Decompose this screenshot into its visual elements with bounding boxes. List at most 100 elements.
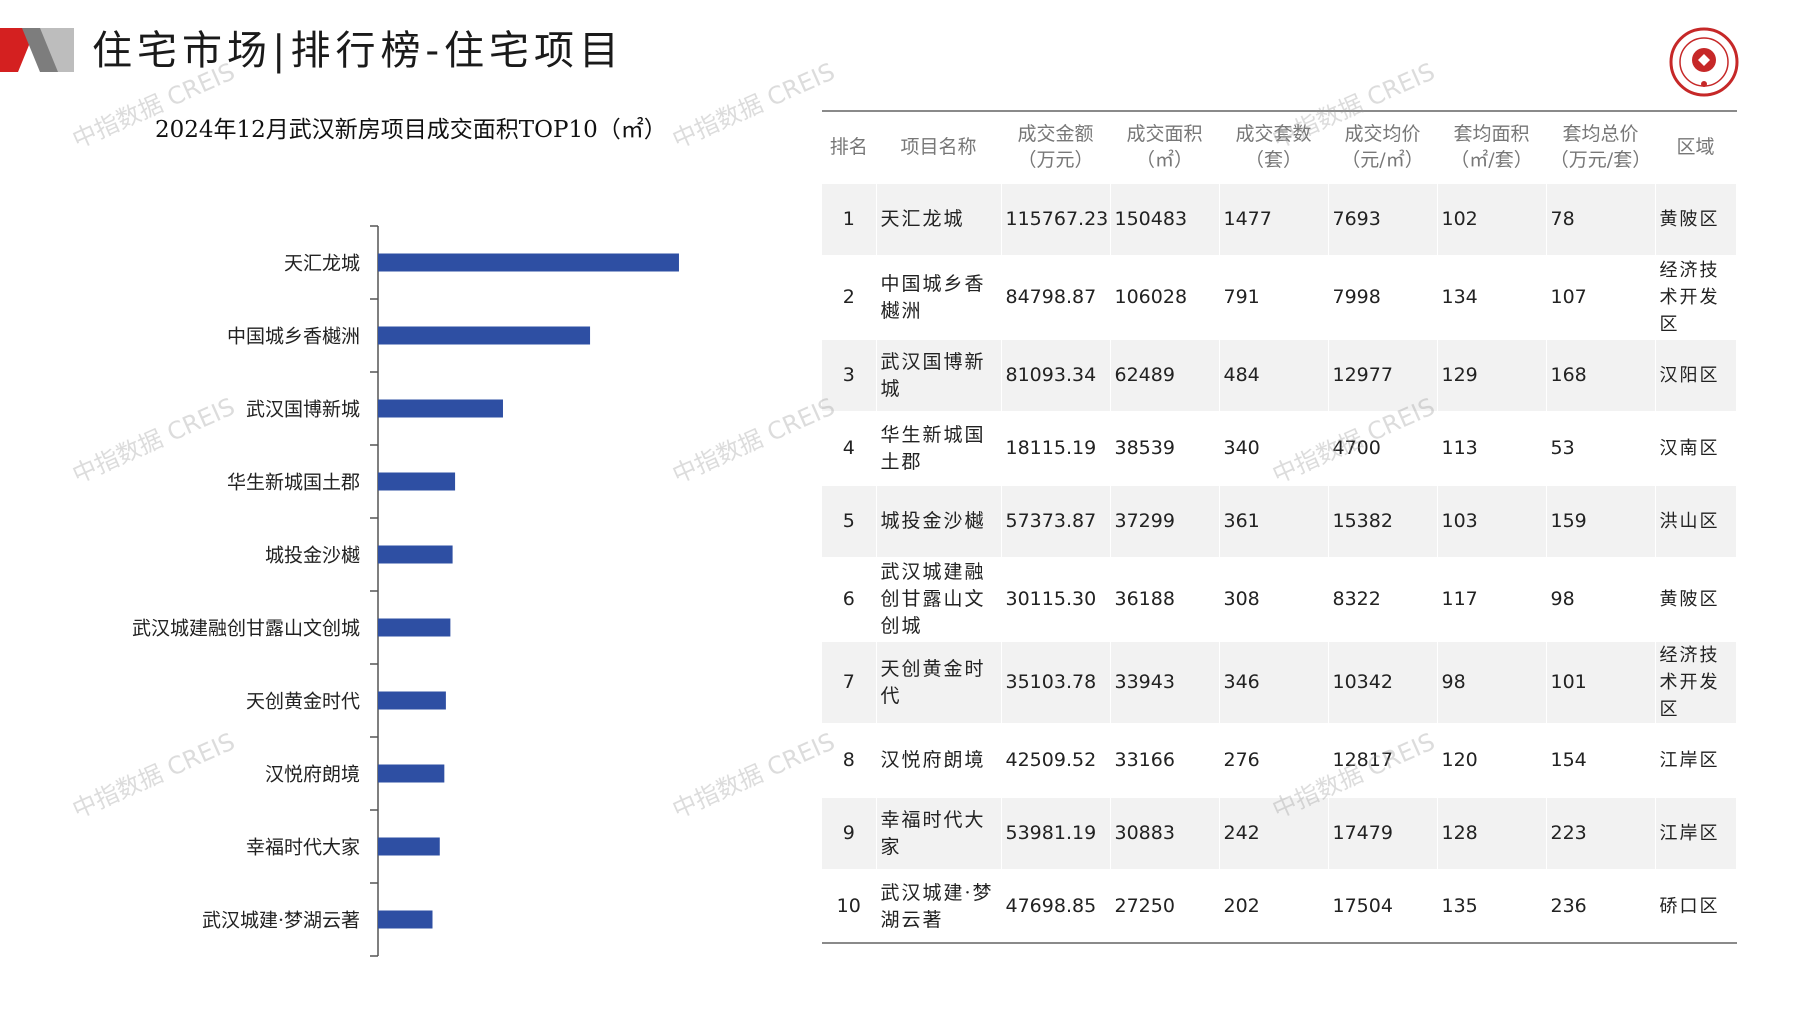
table-cell: 35103.78	[1001, 640, 1111, 724]
column-header: 排名	[822, 111, 877, 183]
bar	[378, 618, 451, 637]
table-row: 4 华生新城国土郡 18115.19 38539 340 4700 113 53 汉南区	[822, 411, 1737, 485]
category-label: 幸福时代大家	[246, 837, 360, 859]
table-header: 排名 项目名称 成交金额（万元） 成交面积（㎡） 成交套数（套） 成交均价（元/㎡） 套均面…	[822, 111, 1737, 183]
bar-chart: 天汇龙城中国城乡香樾洲武汉国博新城华生新城国土郡城投金沙樾武汉城建融创甘露山文创…	[132, 225, 679, 957]
table-cell: 168	[1546, 338, 1656, 412]
category-label: 城投金沙樾	[265, 545, 360, 567]
category-label: 天汇龙城	[284, 253, 360, 275]
bar	[378, 472, 456, 491]
brand-logo-shapes	[0, 28, 74, 72]
bar	[378, 837, 440, 856]
column-header: 成交面积（㎡）	[1110, 111, 1220, 183]
table-cell: 城投金沙樾	[876, 484, 1002, 558]
bar	[378, 764, 445, 783]
column-header: 成交金额（万元）	[1001, 111, 1111, 183]
table-cell: 武汉城建·梦湖云著	[876, 869, 1002, 943]
table-cell: 天创黄金时代	[876, 640, 1002, 724]
table-cell: 10342	[1328, 640, 1438, 724]
table-cell: 7693	[1328, 182, 1438, 256]
category-label: 汉悦府朗境	[265, 764, 360, 786]
table-cell: 33166	[1110, 723, 1220, 797]
table-cell: 242	[1219, 796, 1329, 870]
watermark: 中指数据 CREIS	[668, 57, 840, 155]
table-row: 7 天创黄金时代 35103.78 33943 346 10342 98 101 经济技术开发区	[822, 640, 1737, 724]
table-cell: 江岸区	[1655, 796, 1737, 870]
table-cell: 华生新城国土郡	[876, 411, 1002, 485]
column-header: 项目名称	[876, 111, 1002, 183]
table-cell: 4	[822, 411, 877, 485]
category-label: 中国城乡香樾洲	[227, 326, 360, 348]
table-row: 3 武汉国博新城 81093.34 62489 484 12977 129 168 汉阳区	[822, 338, 1737, 412]
table-cell: 洪山区	[1655, 484, 1737, 558]
table-header-row: 排名 项目名称 成交金额（万元） 成交面积（㎡） 成交套数（套） 成交均价（元/㎡） 套均面…	[822, 111, 1737, 183]
category-label: 武汉城建融创甘露山文创城	[132, 618, 360, 640]
table-cell: 154	[1546, 723, 1656, 797]
table-cell: 47698.85	[1001, 869, 1111, 943]
table-cell: 5	[822, 484, 877, 558]
chart-title: 2024年12月武汉新房项目成交面积TOP10（㎡）	[155, 117, 667, 143]
table-cell: 78	[1546, 182, 1656, 256]
table-cell: 7	[822, 640, 877, 724]
table-cell: 106028	[1110, 255, 1220, 339]
table-cell: 1477	[1219, 182, 1329, 256]
bar	[378, 545, 453, 564]
table-cell: 38539	[1110, 411, 1220, 485]
table-cell: 汉南区	[1655, 411, 1737, 485]
bar	[378, 691, 446, 710]
table-cell: 308	[1219, 557, 1329, 641]
table-cell: 经济技术开发区	[1655, 640, 1737, 724]
table-cell: 30115.30	[1001, 557, 1111, 641]
bar	[378, 399, 503, 418]
table-cell: 53981.19	[1001, 796, 1111, 870]
table-cell: 33943	[1110, 640, 1220, 724]
ranking-table-container: 排名 项目名称 成交金额（万元） 成交面积（㎡） 成交套数（套） 成交均价（元/㎡） 套均面…	[822, 110, 1737, 944]
table-cell: 10	[822, 869, 877, 943]
table-cell: 15382	[1328, 484, 1438, 558]
table-cell: 236	[1546, 869, 1656, 943]
table-cell: 128	[1437, 796, 1547, 870]
table-cell: 4700	[1328, 411, 1438, 485]
table-cell: 346	[1219, 640, 1329, 724]
table-cell: 9	[822, 796, 877, 870]
table-cell: 101	[1546, 640, 1656, 724]
table-cell: 276	[1219, 723, 1329, 797]
table-cell: 12817	[1328, 723, 1438, 797]
table-cell: 98	[1546, 557, 1656, 641]
table-cell: 53	[1546, 411, 1656, 485]
column-header: 成交套数（套）	[1219, 111, 1329, 183]
table-cell: 7998	[1328, 255, 1438, 339]
table-cell: 武汉城建融创甘露山文创城	[876, 557, 1002, 641]
table-cell: 42509.52	[1001, 723, 1111, 797]
table-cell: 汉悦府朗境	[876, 723, 1002, 797]
bar	[378, 253, 679, 272]
table-cell: 12977	[1328, 338, 1438, 412]
table-cell: 18115.19	[1001, 411, 1111, 485]
table-row: 8 汉悦府朗境 42509.52 33166 276 12817 120 154 江岸区	[822, 723, 1737, 797]
column-header: 成交均价（元/㎡）	[1328, 111, 1438, 183]
table-cell: 8322	[1328, 557, 1438, 641]
table-cell: 117	[1437, 557, 1547, 641]
table-cell: 81093.34	[1001, 338, 1111, 412]
table-row: 6 武汉城建融创甘露山文创城 30115.30 36188 308 8322 117 98 黄陂…	[822, 557, 1737, 641]
table-cell: 幸福时代大家	[876, 796, 1002, 870]
table-body: 1 天汇龙城 115767.23 150483 1477 7693 102 78 黄陂区 2 中国城…	[822, 182, 1737, 943]
table-cell: 17504	[1328, 869, 1438, 943]
bar	[378, 910, 433, 929]
table-cell: 36188	[1110, 557, 1220, 641]
table-cell: 汉阳区	[1655, 338, 1737, 412]
table-cell: 武汉国博新城	[876, 338, 1002, 412]
table-cell: 113	[1437, 411, 1547, 485]
table-cell: 经济技术开发区	[1655, 255, 1737, 339]
column-header: 套均面积（㎡/套）	[1437, 111, 1547, 183]
table-cell: 2	[822, 255, 877, 339]
table-cell: 103	[1437, 484, 1547, 558]
table-cell: 135	[1437, 869, 1547, 943]
table-cell: 150483	[1110, 182, 1220, 256]
table-cell: 3	[822, 338, 877, 412]
table-row: 1 天汇龙城 115767.23 150483 1477 7693 102 78 黄陂区	[822, 182, 1737, 256]
table-cell: 硚口区	[1655, 869, 1737, 943]
table-cell: 江岸区	[1655, 723, 1737, 797]
bar	[378, 326, 591, 345]
category-label: 华生新城国土郡	[227, 472, 360, 494]
